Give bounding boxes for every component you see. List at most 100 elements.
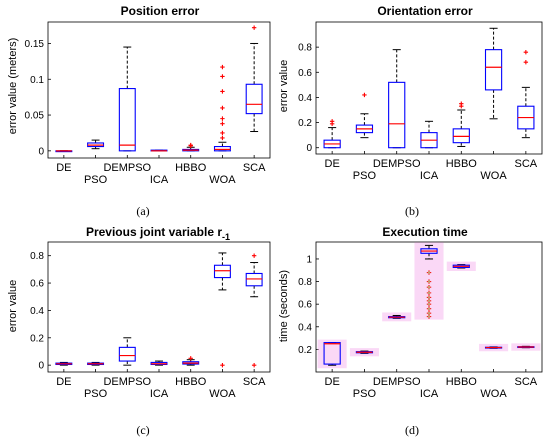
x-tick-label: DE	[56, 162, 71, 174]
box-de	[323, 119, 341, 149]
outlier-marker	[251, 253, 257, 258]
y-tick-label: 0.2	[298, 345, 312, 356]
outlier-dot	[427, 302, 431, 306]
box-dempso	[118, 46, 136, 152]
y-tick-label: 0	[306, 143, 312, 154]
ylabel-a: error value (meters)	[7, 38, 19, 135]
box-body	[452, 128, 470, 144]
outlier-marker	[220, 130, 225, 136]
y-tick-label: 0.4	[30, 306, 44, 317]
ylabel-d: time (seconds)	[278, 270, 290, 342]
outlier-marker	[220, 74, 225, 79]
x-tick-label: PSO	[84, 174, 108, 186]
x-tick-label: SCA	[243, 162, 266, 174]
caption-c: (c)	[136, 423, 149, 437]
box-dempso	[388, 49, 406, 149]
box-body	[323, 342, 341, 365]
box-dempso	[382, 312, 412, 322]
title-c: Previous joint variable r-1	[86, 225, 230, 242]
x-tick-label: DEMPSO	[103, 162, 151, 174]
axes-frame	[315, 21, 543, 155]
box-ica	[420, 120, 438, 149]
box-body	[388, 81, 406, 149]
outlier-dot	[427, 299, 431, 303]
y-tick-label: 0.4	[298, 322, 312, 333]
box-hbbo	[182, 142, 200, 152]
x-tick-label: PSO	[353, 170, 377, 182]
y-tick-label: 0	[38, 361, 44, 372]
box-woa	[484, 27, 503, 120]
caption-a: (a)	[136, 204, 149, 218]
box-sca	[511, 343, 541, 351]
outlier-dot	[427, 280, 431, 283]
y-tick-label: 0	[38, 146, 44, 157]
caption-b: (b)	[405, 204, 419, 218]
x-tick-label: ICA	[420, 170, 439, 182]
box-woa	[213, 252, 231, 368]
box-body	[213, 264, 231, 279]
outlier-marker	[329, 119, 335, 124]
outlier-marker	[523, 60, 529, 65]
y-tick-label: 1	[306, 254, 312, 265]
x-tick-label: PSO	[353, 388, 377, 400]
x-tick-label: WOA	[480, 170, 507, 182]
title-d: Execution time	[382, 225, 468, 239]
y-tick-label: 0.6	[298, 68, 312, 79]
box-hbbo	[452, 101, 470, 147]
outlier-marker	[220, 135, 225, 141]
x-tick-label: ICA	[420, 388, 439, 400]
box-woa	[479, 343, 509, 352]
title-a: Position error	[121, 4, 200, 18]
panel-d: Execution time time (seconds) 0.2 0.4 0.6 0…	[278, 225, 543, 437]
box-pso	[87, 361, 105, 366]
x-tick-label: ICA	[150, 174, 169, 186]
outlier-marker	[220, 64, 225, 70]
ylabel-b: error value	[278, 60, 290, 113]
box-pso	[349, 348, 379, 357]
x-tick-label: SCA	[243, 376, 266, 388]
outlier-dot	[427, 307, 431, 310]
outlier-marker	[459, 101, 464, 106]
x-tick-label: WOA	[480, 388, 507, 400]
box-de	[55, 150, 73, 153]
x-tick-label: DEMPSO	[373, 158, 421, 170]
outlier-marker	[220, 362, 225, 368]
outlier-marker	[188, 356, 193, 361]
box-body	[118, 88, 136, 152]
box-ica	[150, 149, 168, 152]
ylabel-c: error value	[7, 280, 19, 333]
box-body	[245, 83, 263, 115]
x-tick-label: DE	[56, 376, 71, 388]
y-tick-label: 0.8	[298, 277, 312, 288]
x-tick-label: HBBO	[175, 376, 207, 388]
title-b: Orientation error	[377, 4, 473, 18]
y-tick-label: 0.2	[298, 118, 312, 129]
box-highlight	[317, 339, 347, 369]
outlier-dot	[427, 315, 431, 318]
box-ica	[150, 360, 168, 366]
axes-frame	[47, 21, 271, 159]
axes-frame	[47, 241, 271, 373]
box-dempso	[118, 337, 136, 366]
y-tick-label: 0.2	[30, 333, 44, 344]
box-sca	[517, 49, 535, 139]
panel-c: Previous joint variable r-1 error value …	[7, 225, 271, 437]
box-sca	[245, 253, 263, 368]
outlier-dot	[427, 271, 431, 274]
outlier-marker	[362, 92, 367, 98]
y-tick-label: 0.6	[298, 300, 312, 311]
box-de	[317, 339, 347, 369]
x-tick-label: DEMPSO	[103, 376, 151, 388]
box-body	[484, 49, 503, 91]
y-tick-label: 0.6	[30, 279, 44, 290]
box-body	[245, 272, 263, 287]
outlier-dot	[427, 311, 431, 315]
box-sca	[245, 25, 263, 133]
outlier-marker	[220, 121, 225, 126]
box-body	[213, 145, 231, 152]
panel-b: Orientation error error value 0 0.2 0.4 0.6…	[278, 4, 543, 218]
